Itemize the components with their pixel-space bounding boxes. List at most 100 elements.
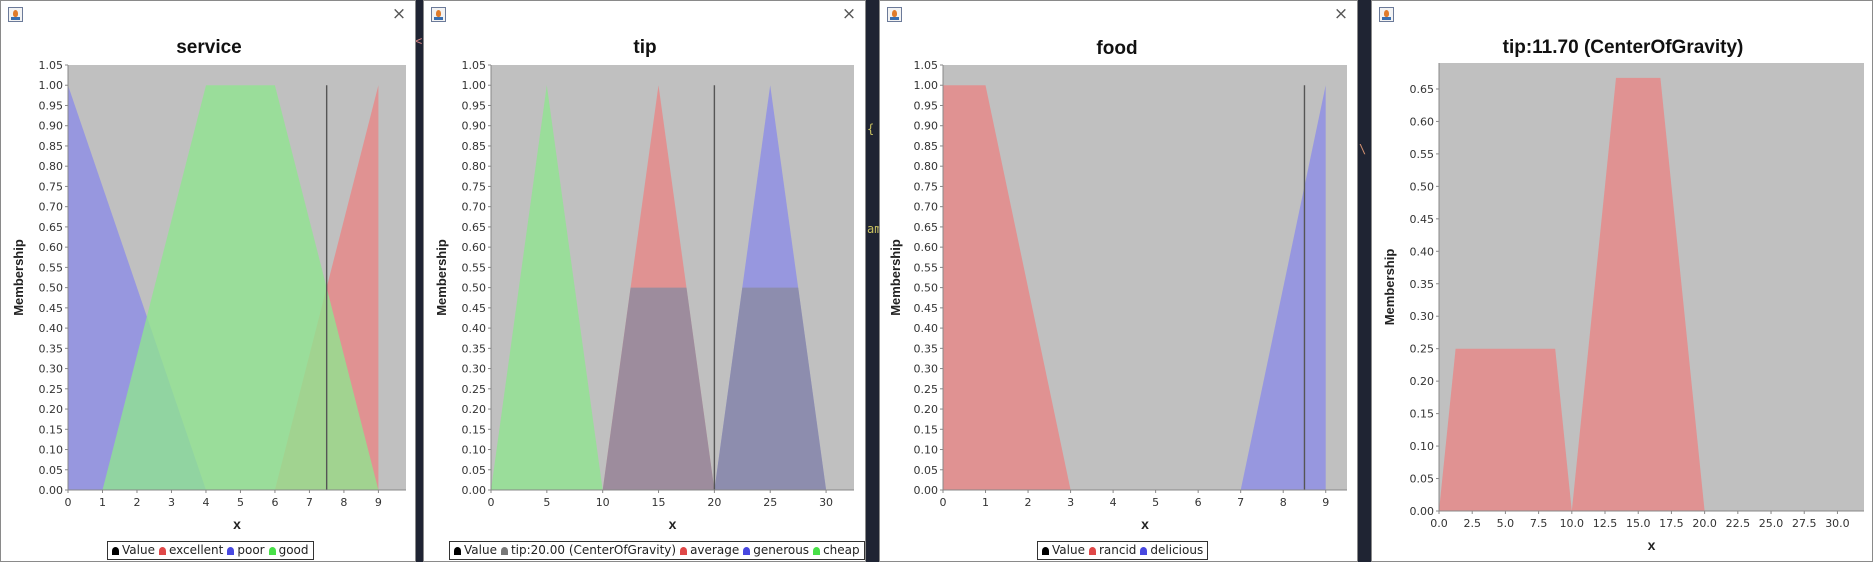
chart-window-service: × 0.00 0.05 0.10 0.15 0.20 0.25 0.30 0.35 0.40 0.… (0, 0, 416, 562)
window-titlebar[interactable] (1372, 1, 1872, 31)
y-tick-label: 0.90 (39, 120, 64, 133)
y-tick-label: 0.90 (462, 120, 487, 133)
legend-item: cheap (813, 542, 860, 559)
y-tick-label: 0.95 (914, 99, 939, 112)
y-tick-label: 0.15 (39, 423, 64, 436)
legend-label: rancid (1098, 543, 1137, 557)
x-tick-label: 8 (340, 496, 347, 509)
background-code-glyph: am (867, 222, 882, 236)
y-tick-label: 1.05 (914, 59, 939, 72)
x-tick-label: 0 (65, 496, 72, 509)
y-tick-label: 0.45 (39, 302, 64, 315)
close-icon[interactable]: × (841, 4, 857, 24)
x-tick-label: 2 (133, 496, 140, 509)
y-tick-label: 0.75 (914, 180, 939, 193)
y-axis-label: Membership (1382, 249, 1397, 326)
x-tick-label: 6 (271, 496, 278, 509)
y-tick-label: 0.45 (462, 302, 487, 315)
series-area-tip-20-00-centerofgravity- (602, 287, 827, 490)
x-tick-label: 25.0 (1759, 517, 1784, 530)
y-tick-label: 0.10 (914, 444, 939, 457)
y-tick-label: 0.40 (914, 322, 939, 335)
y-tick-label: 0.75 (39, 180, 64, 193)
window-titlebar[interactable]: × (880, 1, 1357, 31)
y-tick-label: 0.15 (462, 423, 487, 436)
legend-item: poor (227, 542, 265, 559)
x-tick-label: 0.0 (1430, 517, 1448, 530)
y-tick-label: 0.75 (462, 180, 487, 193)
legend-marker (813, 546, 821, 555)
x-axis-label: x (233, 516, 241, 532)
y-tick-label: 0.10 (1410, 440, 1435, 453)
legend-label: good (278, 543, 309, 557)
legend-item: average (680, 542, 739, 559)
tip-output-chart: 0.00 0.05 0.10 0.15 0.20 0.25 0.30 0.35 0.40 0.45… (1382, 37, 1864, 553)
chart-window-food: × 0.00 0.05 0.10 0.15 0.20 0.25 0.30 0.35 0.40 0.… (879, 0, 1358, 562)
y-tick-label: 0.50 (1410, 180, 1435, 193)
y-tick-label: 0.70 (914, 201, 939, 214)
x-tick-label: 5 (1152, 496, 1159, 509)
x-tick-label: 5 (237, 496, 244, 509)
window-titlebar[interactable]: × (424, 1, 865, 31)
y-tick-label: 0.85 (914, 140, 939, 153)
x-tick-label: 17.5 (1659, 517, 1684, 530)
y-tick-label: 0.05 (1410, 473, 1435, 486)
x-tick-label: 9 (375, 496, 382, 509)
chart-legend: Value excellent poor good (107, 541, 314, 560)
y-tick-label: 0.90 (914, 120, 939, 133)
y-tick-label: 0.25 (1410, 343, 1435, 356)
x-tick-label: 0 (488, 496, 495, 509)
series-area-tip (1439, 77, 1705, 512)
x-tick-label: 0 (940, 496, 947, 509)
y-tick-label: 0.50 (39, 282, 64, 295)
java-app-icon (8, 7, 23, 22)
y-tick-label: 0.60 (1410, 115, 1435, 128)
x-axis-label: x (669, 516, 677, 532)
window-titlebar[interactable]: × (1, 1, 415, 31)
chart-window-tip: × 0.00 0.05 0.10 0.15 0.20 0.25 0.30 0.35 0.40 0.… (423, 0, 866, 562)
tip-chart: 0.00 0.05 0.10 0.15 0.20 0.25 0.30 0.35 0.40 0.45… (434, 37, 854, 532)
y-tick-label: 0.50 (914, 282, 939, 295)
chart-window-tip-output: 0.00 0.05 0.10 0.15 0.20 0.25 0.30 0.35 0.40 0.45… (1371, 0, 1873, 562)
y-tick-label: 0.40 (1410, 245, 1435, 258)
x-tick-label: 20 (707, 496, 721, 509)
x-tick-label: 8 (1280, 496, 1287, 509)
close-icon[interactable]: × (391, 4, 407, 24)
background-code-glyph: \ (1359, 142, 1367, 156)
y-tick-label: 0.20 (914, 403, 939, 416)
legend-label: generous (753, 543, 810, 557)
y-tick-label: 0.85 (39, 140, 64, 153)
y-tick-label: 0.60 (39, 241, 64, 254)
x-tick-label: 1 (982, 496, 989, 509)
y-tick-label: 0.05 (914, 464, 939, 477)
y-tick-label: 0.00 (914, 484, 939, 497)
y-tick-label: 1.00 (39, 79, 64, 92)
y-tick-label: 0.65 (39, 221, 64, 234)
x-axis-label: x (1141, 516, 1149, 532)
y-tick-label: 0.15 (914, 423, 939, 436)
x-tick-label: 2 (1025, 496, 1032, 509)
x-tick-label: 6 (1195, 496, 1202, 509)
legend-marker (500, 546, 508, 555)
y-tick-label: 0.25 (914, 383, 939, 396)
java-app-icon (1379, 7, 1394, 22)
y-axis-label: Membership (434, 239, 449, 316)
x-tick-label: 30.0 (1825, 517, 1850, 530)
x-tick-label: 25 (763, 496, 777, 509)
chart-title: service (176, 37, 242, 58)
service-chart: 0.00 0.05 0.10 0.15 0.20 0.25 0.30 0.35 0.40 0.45… (11, 37, 406, 532)
y-tick-label: 0.35 (1410, 278, 1435, 291)
java-app-icon (431, 7, 446, 22)
legend-item: tip:20.00 (CenterOfGravity) (500, 542, 676, 559)
y-tick-label: 0.25 (39, 383, 64, 396)
legend-marker (158, 546, 166, 555)
y-tick-label: 1.00 (914, 79, 939, 92)
y-tick-label: 0.40 (39, 322, 64, 335)
x-tick-label: 27.5 (1792, 517, 1817, 530)
y-tick-label: 0.65 (462, 221, 487, 234)
x-tick-label: 5.0 (1497, 517, 1515, 530)
close-icon[interactable]: × (1333, 4, 1349, 24)
y-tick-label: 0.80 (462, 160, 487, 173)
legend-item: Value (112, 542, 155, 559)
legend-marker (112, 546, 119, 555)
